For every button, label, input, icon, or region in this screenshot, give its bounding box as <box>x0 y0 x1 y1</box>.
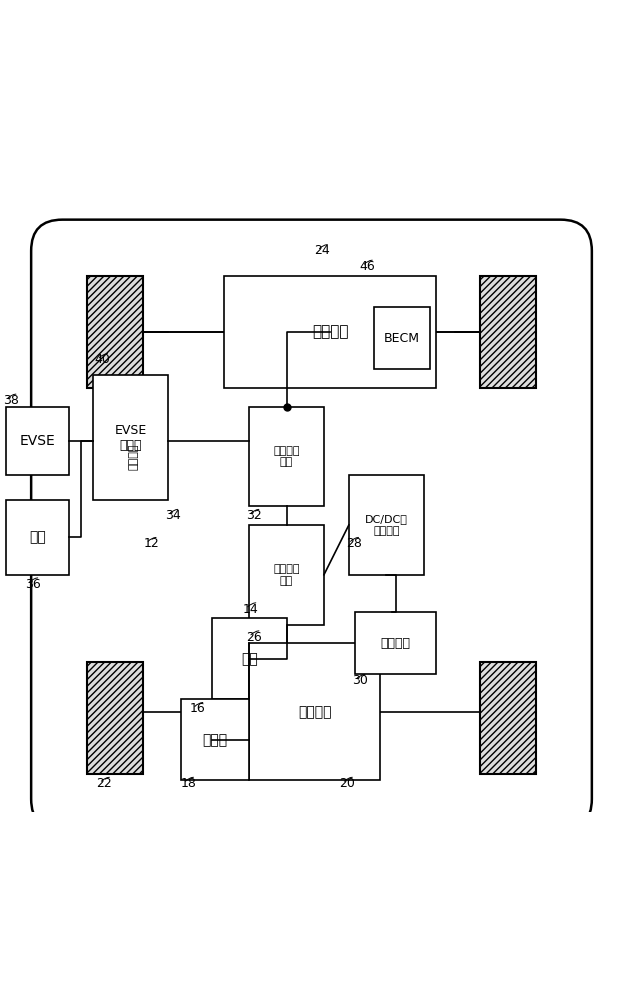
Text: 14: 14 <box>243 603 259 616</box>
Text: 12: 12 <box>143 537 159 550</box>
Text: 传动装置: 传动装置 <box>298 705 331 719</box>
Text: 40: 40 <box>95 353 110 366</box>
Text: 38: 38 <box>3 394 19 407</box>
Text: 26: 26 <box>246 631 262 644</box>
Bar <box>93 375 168 500</box>
Text: 28: 28 <box>346 537 361 550</box>
Text: 22: 22 <box>97 777 112 790</box>
Text: 36: 36 <box>25 578 40 591</box>
Text: 电机: 电机 <box>241 652 257 666</box>
Bar <box>249 407 324 506</box>
Bar <box>349 475 424 575</box>
Bar <box>6 500 69 575</box>
Text: 30: 30 <box>352 674 368 687</box>
Bar <box>87 662 143 774</box>
Bar <box>212 618 287 699</box>
Text: 34: 34 <box>165 509 181 522</box>
Text: EVSE: EVSE <box>19 434 55 448</box>
Text: BECM: BECM <box>384 332 420 345</box>
Text: EVSE
连接器: EVSE 连接器 <box>115 424 147 452</box>
Text: 18: 18 <box>181 777 196 790</box>
Text: 充电端口: 充电端口 <box>129 443 139 470</box>
FancyBboxPatch shape <box>31 220 592 830</box>
Text: 发动机: 发动机 <box>202 733 227 747</box>
Text: 电力转换
模块: 电力转换 模块 <box>273 446 300 467</box>
Text: 电源: 电源 <box>29 530 45 544</box>
Bar <box>480 276 536 388</box>
Bar <box>355 612 436 674</box>
Text: 辅助电池: 辅助电池 <box>381 637 411 650</box>
Text: 牵引电池: 牵引电池 <box>312 324 348 339</box>
Text: 电力电子
模块: 电力电子 模块 <box>273 564 300 586</box>
Bar <box>249 525 324 625</box>
Text: 16: 16 <box>190 702 206 715</box>
Bar <box>87 276 143 388</box>
Bar <box>224 276 436 388</box>
Bar <box>480 662 536 774</box>
Text: 32: 32 <box>246 509 262 522</box>
Text: 24: 24 <box>315 244 330 257</box>
Bar <box>6 407 69 475</box>
Text: 20: 20 <box>340 777 355 790</box>
Bar <box>374 307 430 369</box>
Text: DC/DC转
换器模块: DC/DC转 换器模块 <box>365 514 407 536</box>
Bar <box>249 643 380 780</box>
Text: 46: 46 <box>359 260 375 273</box>
Bar <box>181 699 249 780</box>
